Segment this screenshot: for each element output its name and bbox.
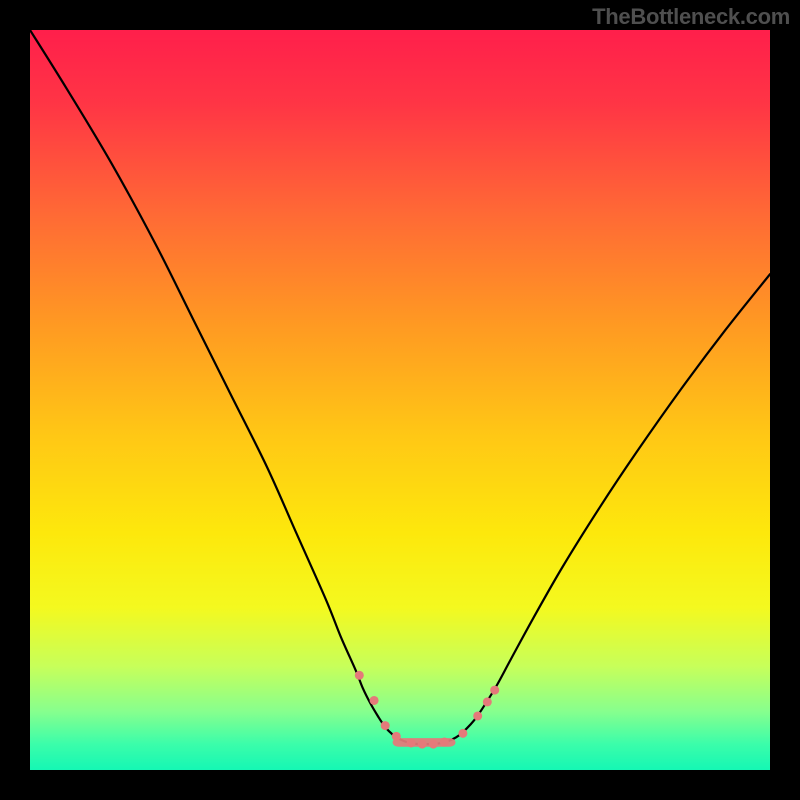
curve-marker-point [381,721,390,730]
curve-marker-point [490,686,499,695]
curve-marker-point [418,740,427,749]
curve-marker-point [392,732,401,741]
attribution-text: TheBottleneck.com [592,4,790,30]
curve-marker-point [429,740,438,749]
curve-marker-point [407,738,416,747]
curve-marker-point [483,697,492,706]
curve-marker-point [458,729,467,738]
curve-marker-point [473,711,482,720]
chart-svg [0,0,800,800]
plot-background [30,30,770,770]
curve-marker-point [370,696,379,705]
chart-canvas: TheBottleneck.com [0,0,800,800]
curve-marker-point [355,671,364,680]
curve-marker-point [440,738,449,747]
